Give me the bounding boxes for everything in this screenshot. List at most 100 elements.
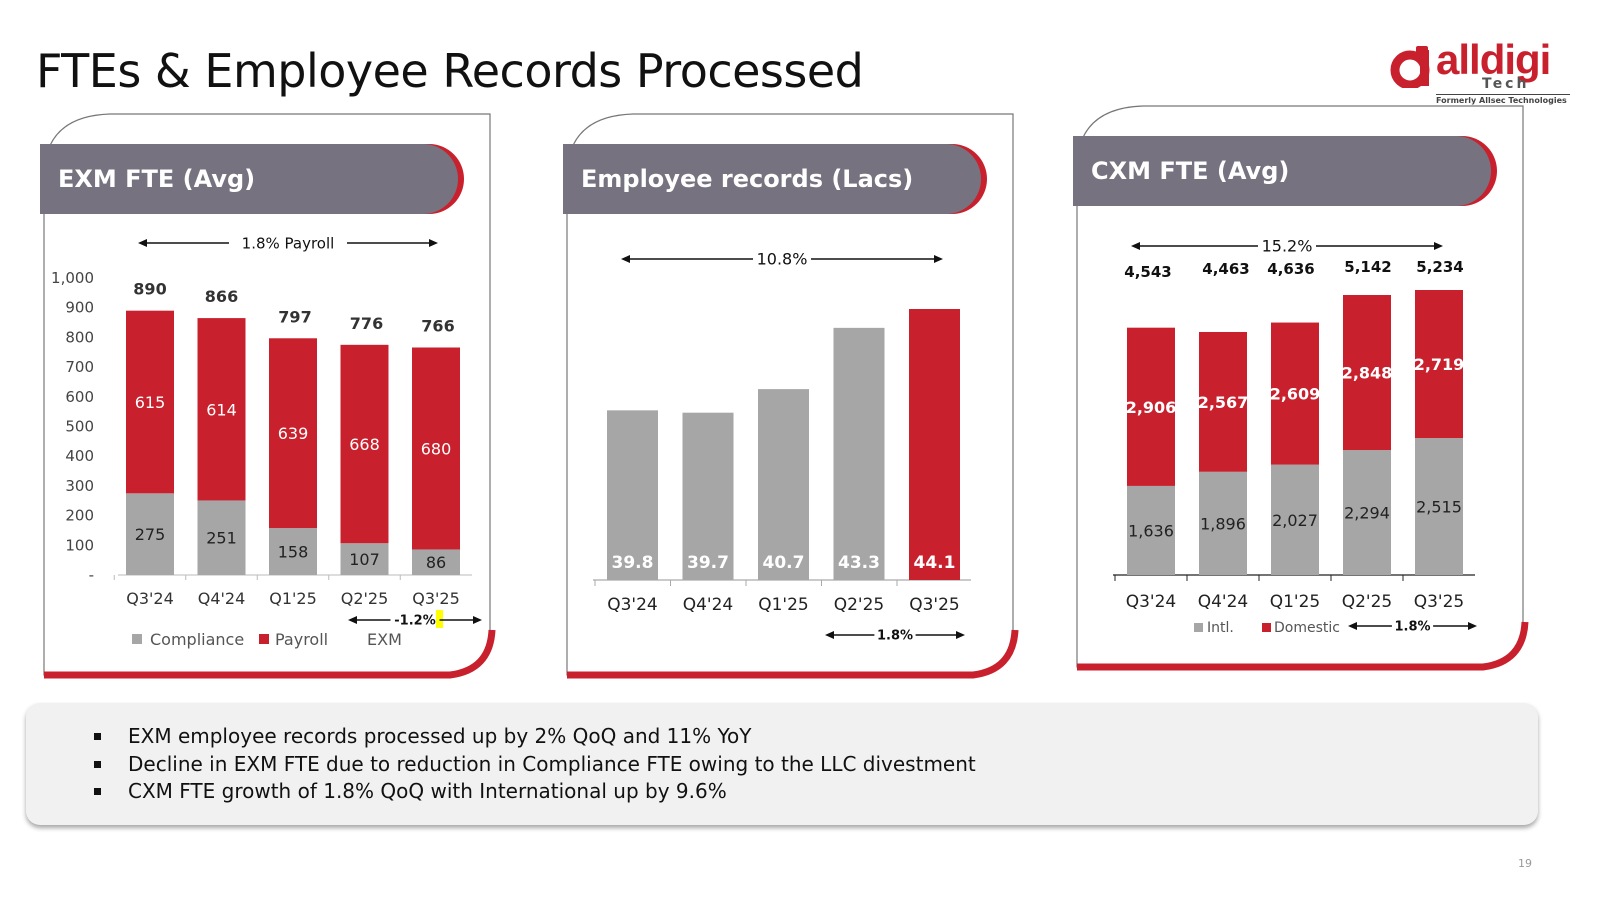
x-tick-label: Q3'24: [126, 589, 174, 608]
legend-swatch-compliance: [132, 634, 142, 644]
data-label-payroll: 615: [135, 393, 166, 412]
logo-wordmark: alldigi: [1436, 36, 1551, 83]
y-tick-label: -: [89, 566, 94, 584]
bar-payroll: [269, 338, 317, 529]
x-tick-label: Q3'25: [1414, 592, 1465, 612]
bar-intl: [1199, 471, 1247, 575]
x-tick-label: Q2'25: [1342, 592, 1393, 612]
total-label: 766: [421, 316, 454, 335]
cxm-qoq-arrow-head-right: [1468, 622, 1477, 630]
records-yoy-arrow-label: 10.8%: [757, 250, 808, 269]
bar-compliance: [340, 543, 389, 575]
legend-swatch-domestic: [1262, 623, 1271, 632]
employee-records-chart: 39.8 Q3'24 39.7 Q4'24 40.7 Q1'25 43.3 Q2'25 44.1…: [593, 250, 971, 644]
data-label-compliance: 158: [278, 543, 309, 562]
data-label-records: 39.7: [687, 553, 729, 573]
total-label: 797: [278, 307, 311, 326]
x-tick-label: Q3'24: [607, 595, 658, 615]
legend-label-payroll: Payroll: [275, 630, 328, 649]
data-label-intl: 2,515: [1416, 498, 1462, 517]
employee-records-panel: Employee records (Lacs) 39.8 Q3'24 39.7 Q4'…: [563, 110, 1019, 680]
records-yoy-arrow-head-right: [934, 255, 943, 263]
exm-change-arrow-head-left: [348, 616, 357, 624]
y-tick-label: 800: [65, 328, 94, 346]
notes-list: EXM employee records processed up by 2% …: [94, 723, 976, 806]
cxm-fte-chart: 1,636 2,906 Q3'24 1,896 2,567 Q4'24 2,027 2,609…: [1113, 237, 1477, 636]
logo-tagline: Formerly Allsec Technologies: [1436, 96, 1567, 105]
bar-records: [607, 410, 658, 580]
bar-compliance: [412, 549, 460, 575]
data-label-records: 43.3: [838, 553, 880, 573]
x-tick-label: Q1'25: [1270, 592, 1321, 612]
data-label-records: 39.8: [612, 553, 654, 573]
total-label: 5,142: [1344, 258, 1391, 276]
bar-domestic: [1415, 290, 1463, 439]
data-label-intl: 1,896: [1200, 514, 1246, 533]
logo-divider: [1436, 94, 1570, 95]
cxm-fte-panel: CXM FTE (Avg) 1,636 2,906 Q3'24 1,896 2,567 Q…: [1073, 102, 1529, 672]
y-tick-label: 100: [65, 536, 94, 554]
bar-domestic: [1271, 322, 1319, 465]
legend-label-compliance: Compliance: [150, 630, 244, 649]
y-tick-label: 500: [65, 418, 94, 436]
total-label: 866: [205, 287, 238, 306]
x-tick-label: Q3'24: [1126, 592, 1177, 612]
data-label-domestic: 2,906: [1126, 398, 1177, 417]
records-qoq-arrow-head-left: [825, 631, 834, 639]
bar-compliance: [197, 500, 246, 575]
total-label: 776: [350, 314, 383, 333]
key-notes-box: EXM employee records processed up by 2% …: [26, 703, 1538, 825]
bar-domestic: [1127, 327, 1175, 486]
bar-payroll: [340, 344, 389, 544]
y-tick-label: 600: [65, 388, 94, 406]
y-tick-label: 1,000: [51, 269, 94, 287]
cxm-yoy-arrow-label: 15.2%: [1262, 237, 1313, 256]
data-label-intl: 2,294: [1344, 504, 1390, 523]
bar-records: [758, 389, 809, 580]
payroll-growth-arrow-head-left: [138, 239, 147, 247]
data-label-payroll: 668: [349, 435, 380, 454]
bar-intl: [1127, 485, 1175, 575]
payroll-growth-arrow-head-right: [429, 239, 438, 247]
data-label-records: 40.7: [763, 553, 805, 573]
cxm-qoq-arrow-label: 1.8%: [1394, 620, 1430, 635]
data-label-domestic: 2,567: [1198, 393, 1249, 412]
bar-payroll: [412, 347, 460, 550]
x-tick-label: Q2'25: [341, 589, 389, 608]
exm-fte-chart: 1,000 900 800 700 600 500 400 300 200 100 - 275 615 8…: [51, 234, 482, 649]
cxm-yoy-arrow-head-left: [1131, 242, 1140, 250]
bar-intl: [1343, 450, 1391, 575]
bar-records: [682, 412, 734, 580]
data-label-intl: 1,636: [1128, 521, 1174, 540]
note-item: EXM employee records processed up by 2% …: [94, 723, 976, 751]
records-qoq-arrow-label: 1.8%: [877, 629, 913, 644]
data-label-intl: 2,027: [1272, 511, 1318, 530]
x-tick-label: Q1'25: [758, 595, 809, 615]
data-label-compliance: 275: [135, 525, 166, 544]
bar-intl: [1271, 464, 1319, 575]
cxm-panel-title: CXM FTE (Avg): [1091, 157, 1290, 185]
cxm-yoy-arrow-head-right: [1434, 242, 1443, 250]
x-tick-label: Q2'25: [834, 595, 885, 615]
page-number: 19: [1518, 857, 1532, 870]
bar-payroll: [197, 318, 246, 501]
x-tick-label: Q3'25: [412, 589, 460, 608]
legend-swatch-payroll: [259, 634, 269, 644]
bar-compliance: [126, 493, 174, 575]
data-label-compliance: 251: [206, 529, 237, 548]
y-tick-label: 300: [65, 477, 94, 495]
total-label: 5,234: [1416, 258, 1463, 276]
records-yoy-arrow-head-left: [621, 255, 630, 263]
payroll-growth-arrow-label: 1.8% Payroll: [242, 234, 335, 252]
x-tick-label: Q3'25: [909, 595, 960, 615]
note-item: Decline in EXM FTE due to reduction in C…: [94, 751, 976, 779]
data-label-domestic: 2,848: [1342, 364, 1393, 383]
legend-label-exm: EXM: [367, 630, 402, 649]
bar-intl: [1415, 438, 1463, 575]
bar-records: [909, 309, 960, 580]
cxm-qoq-arrow-head-left: [1348, 622, 1357, 630]
data-label-domestic: 2,719: [1414, 355, 1465, 374]
legend-swatch-intl: [1194, 623, 1203, 632]
legend-label-intl: Intl.: [1207, 620, 1234, 636]
exm-change-arrow-head-right: [473, 616, 482, 624]
